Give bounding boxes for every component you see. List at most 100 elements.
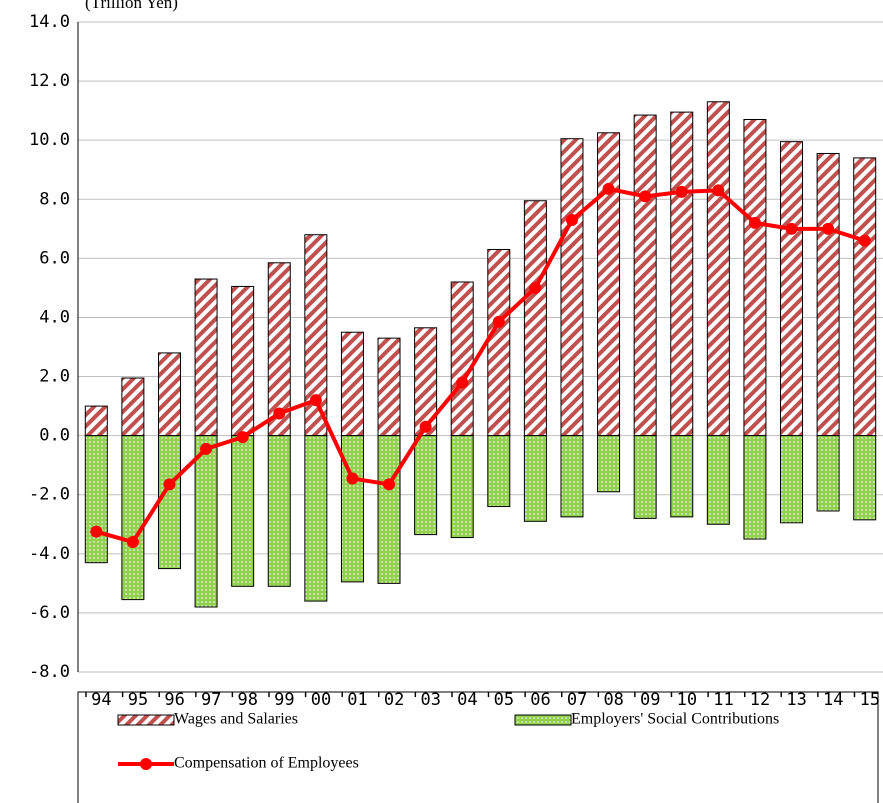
bar [743,435,767,540]
point [419,420,432,433]
x-tick-label: '97 [191,690,222,710]
x-tick-label: '01 [337,690,368,710]
point [383,478,396,491]
bar [304,435,328,602]
x-tick-label: '96 [154,690,185,710]
point [822,222,835,235]
point [858,234,871,247]
bar [340,435,364,583]
bar [853,435,877,521]
y-tick-label: 10.0 [29,130,70,150]
bar [780,435,804,524]
bar [706,435,730,525]
bar [194,278,218,437]
point [200,442,213,455]
point [236,431,249,444]
bar [633,435,657,519]
x-tick-label: '10 [666,690,697,710]
bar [816,435,840,512]
bar [377,435,401,584]
x-tick-label: '99 [264,690,295,710]
point [748,216,761,229]
y-tick-label: -6.0 [29,603,70,623]
line [95,186,866,545]
y-tick-label: -4.0 [29,544,70,564]
y-tick-label: 12.0 [29,71,70,91]
x-tick-label: '14 [813,690,844,710]
y-tick-label: 8.0 [39,189,70,209]
x-tick-label: '05 [483,690,514,710]
bar [560,138,584,437]
bar [633,114,657,437]
legend-box [77,691,879,803]
y-tick-label: 0.0 [39,426,70,446]
x-tick-label: '02 [374,690,405,710]
bar [231,285,255,437]
bar [487,249,511,437]
x-tick-label: '04 [447,690,478,710]
point [639,190,652,203]
x-tick-label: '13 [776,690,807,710]
bar [523,200,547,437]
point [529,281,542,294]
bar [450,281,474,437]
bar [121,435,145,601]
legend-swatch [514,714,572,726]
x-tick-label: '15 [849,690,880,710]
legend-swatch [140,758,152,770]
bar [597,435,621,493]
bar [523,435,547,522]
x-tick-label: '00 [300,690,331,710]
bar [377,337,401,437]
bar [670,435,694,518]
point [163,478,176,491]
bar [414,435,438,536]
x-tick-label: '09 [630,690,661,710]
legend-label: Wages and Salaries [174,711,298,728]
bar [157,352,181,437]
bar [706,101,730,437]
point [273,407,286,420]
x-tick-label: '08 [593,690,624,710]
legend-label: Compensation of Employees [174,755,359,772]
bar [340,331,364,437]
x-tick-label: '98 [227,690,258,710]
bar [743,119,767,437]
x-tick-label: '95 [118,690,149,710]
point [309,394,322,407]
legend-label: Employers' Social Contributions [571,711,779,728]
bar [84,405,108,437]
point [565,213,578,226]
y-tick-label: 4.0 [39,307,70,327]
point [785,222,798,235]
x-tick-label: '11 [703,690,734,710]
bar [560,435,584,518]
bar [121,377,145,437]
bar [231,435,255,587]
point [492,315,505,328]
y-tick-label: 2.0 [39,367,70,387]
y-tick-label: 6.0 [39,248,70,268]
bar [194,435,218,608]
x-tick-label: '07 [557,690,588,710]
x-tick-label: '06 [520,690,551,710]
point [346,472,359,485]
bar [84,435,108,564]
x-tick-label: '03 [410,690,441,710]
point [602,182,615,195]
y-tick-label: 14.0 [29,12,70,32]
bar [670,111,694,437]
point [90,525,103,538]
bar [267,435,291,587]
legend-swatch [117,714,175,726]
y-tick-label: -8.0 [29,662,70,682]
bar [780,141,804,437]
x-tick-label: '94 [81,690,112,710]
point [675,185,688,198]
x-tick-label: '12 [740,690,771,710]
point [712,184,725,197]
y-tick-label: -2.0 [29,485,70,505]
bar [450,435,474,539]
point [126,536,139,548]
